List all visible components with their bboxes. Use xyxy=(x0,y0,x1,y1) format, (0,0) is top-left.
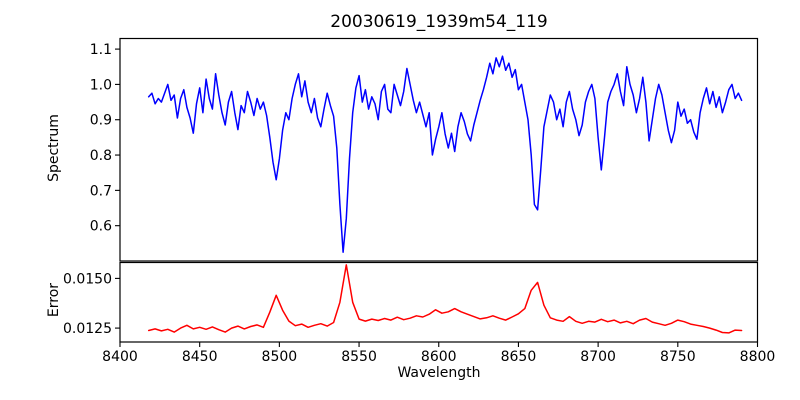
y-tick-label: 1.0 xyxy=(90,77,112,93)
y-tick-label: 0.0125 xyxy=(63,321,112,337)
error-panel-frame xyxy=(119,261,759,343)
error-line xyxy=(147,264,743,334)
x-tick-label: 8750 xyxy=(660,349,696,365)
x-tick-label: 8450 xyxy=(182,349,218,365)
x-tick-label: 8700 xyxy=(580,349,616,365)
chart-title: 20030619_1939m54_119 xyxy=(330,12,548,32)
x-tick-label: 8400 xyxy=(102,349,138,365)
x-tick-label: 8650 xyxy=(501,349,537,365)
y-axis-label-spectrum: Spectrum xyxy=(46,114,62,182)
x-tick-label: 8500 xyxy=(262,349,298,365)
y-tick-label: 1.1 xyxy=(90,42,112,58)
spectrum-panel-frame xyxy=(119,37,759,262)
y-tick-label: 0.9 xyxy=(90,113,112,129)
y-tick-label: 0.8 xyxy=(90,148,112,164)
y-axis-label-error: Error xyxy=(46,282,62,318)
x-tick-label: 8550 xyxy=(341,349,377,365)
x-tick-label: 8600 xyxy=(421,349,457,365)
x-tick-label: 8800 xyxy=(740,349,776,365)
y-tick-label: 0.0150 xyxy=(63,271,112,287)
x-axis-label: Wavelength xyxy=(397,365,481,381)
y-tick-label: 0.7 xyxy=(90,183,112,199)
y-tick-label: 0.6 xyxy=(90,219,112,235)
spectrum-line xyxy=(147,55,743,253)
